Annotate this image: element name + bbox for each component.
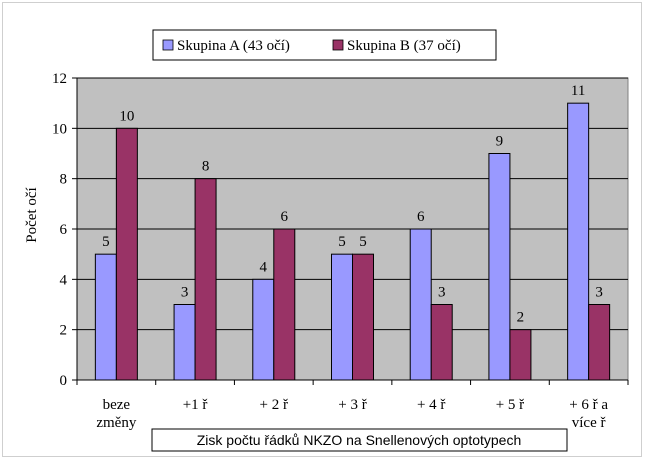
legend-label-b: Skupina B (37 očí) xyxy=(347,38,461,54)
y-tick-label: 12 xyxy=(52,71,67,87)
y-tick-label: 2 xyxy=(60,323,68,339)
bar-a xyxy=(488,153,511,381)
data-label-b: 3 xyxy=(595,285,603,301)
data-label-b: 3 xyxy=(438,285,446,301)
data-label-a: 5 xyxy=(338,234,346,250)
x-tick-label: + 3 ř xyxy=(338,397,366,413)
x-tick-label: + 2 ř xyxy=(260,397,288,413)
legend: Skupina A (43 očí) Skupina B (37 očí) xyxy=(152,29,497,61)
bar-a xyxy=(252,278,275,381)
legend-label-a: Skupina A (43 očí) xyxy=(177,38,290,54)
x-axis-title-box xyxy=(151,428,568,452)
bar-a xyxy=(94,253,117,381)
bar-b xyxy=(194,178,217,381)
data-label-b: 10 xyxy=(119,108,134,124)
x-tick-label: + 4 ř xyxy=(417,397,445,413)
y-axis-title: Počet očí xyxy=(24,187,40,242)
plot-area: 0 2 4 6 8 10 12 5 3 4 5 6 9 11 10 8 6 5 3 2 3 beze změny +1 ř + … xyxy=(52,71,629,431)
bar-a xyxy=(331,253,353,381)
x-tick-label: + 5 ř xyxy=(496,397,524,413)
data-label-b: 6 xyxy=(281,209,289,225)
y-axis-title-group: Počet očí xyxy=(24,187,40,242)
data-label-a: 4 xyxy=(260,259,268,275)
bar-b xyxy=(509,329,532,381)
data-label-a: 11 xyxy=(571,83,585,99)
data-label-b: 2 xyxy=(517,310,525,326)
x-tick-label: beze změny xyxy=(96,397,136,431)
bar-b xyxy=(273,228,296,381)
bar-a xyxy=(567,102,590,381)
x-axis-title: Zisk počtu řádků NKZO na Snellenových op… xyxy=(197,432,522,448)
bar-a xyxy=(173,304,196,381)
bar-b xyxy=(588,304,611,381)
data-label-b: 5 xyxy=(359,234,367,250)
y-tick-label: 0 xyxy=(60,373,68,389)
x-tick-label: + 6 ř a více ř xyxy=(569,397,608,431)
data-label-a: 9 xyxy=(496,134,504,150)
y-tick-label: 8 xyxy=(60,172,68,188)
x-tick-label: +1 ř xyxy=(183,397,208,413)
legend-swatch-b xyxy=(332,39,344,51)
legend-swatch-a xyxy=(162,39,174,51)
y-tick-label: 4 xyxy=(60,272,68,288)
x-axis-title-group: Zisk počtu řádků NKZO na Snellenových op… xyxy=(151,428,568,452)
data-label-a: 5 xyxy=(102,234,110,250)
legend-box xyxy=(152,29,497,61)
bar-b xyxy=(352,253,374,381)
bar-b xyxy=(430,304,453,381)
y-tick-label: 6 xyxy=(60,222,68,238)
data-label-a: 6 xyxy=(417,209,425,225)
data-label-b: 8 xyxy=(202,159,210,175)
bar-a xyxy=(409,228,432,381)
bar-b xyxy=(115,127,138,381)
y-tick-label: 10 xyxy=(52,121,67,137)
data-label-a: 3 xyxy=(181,285,189,301)
